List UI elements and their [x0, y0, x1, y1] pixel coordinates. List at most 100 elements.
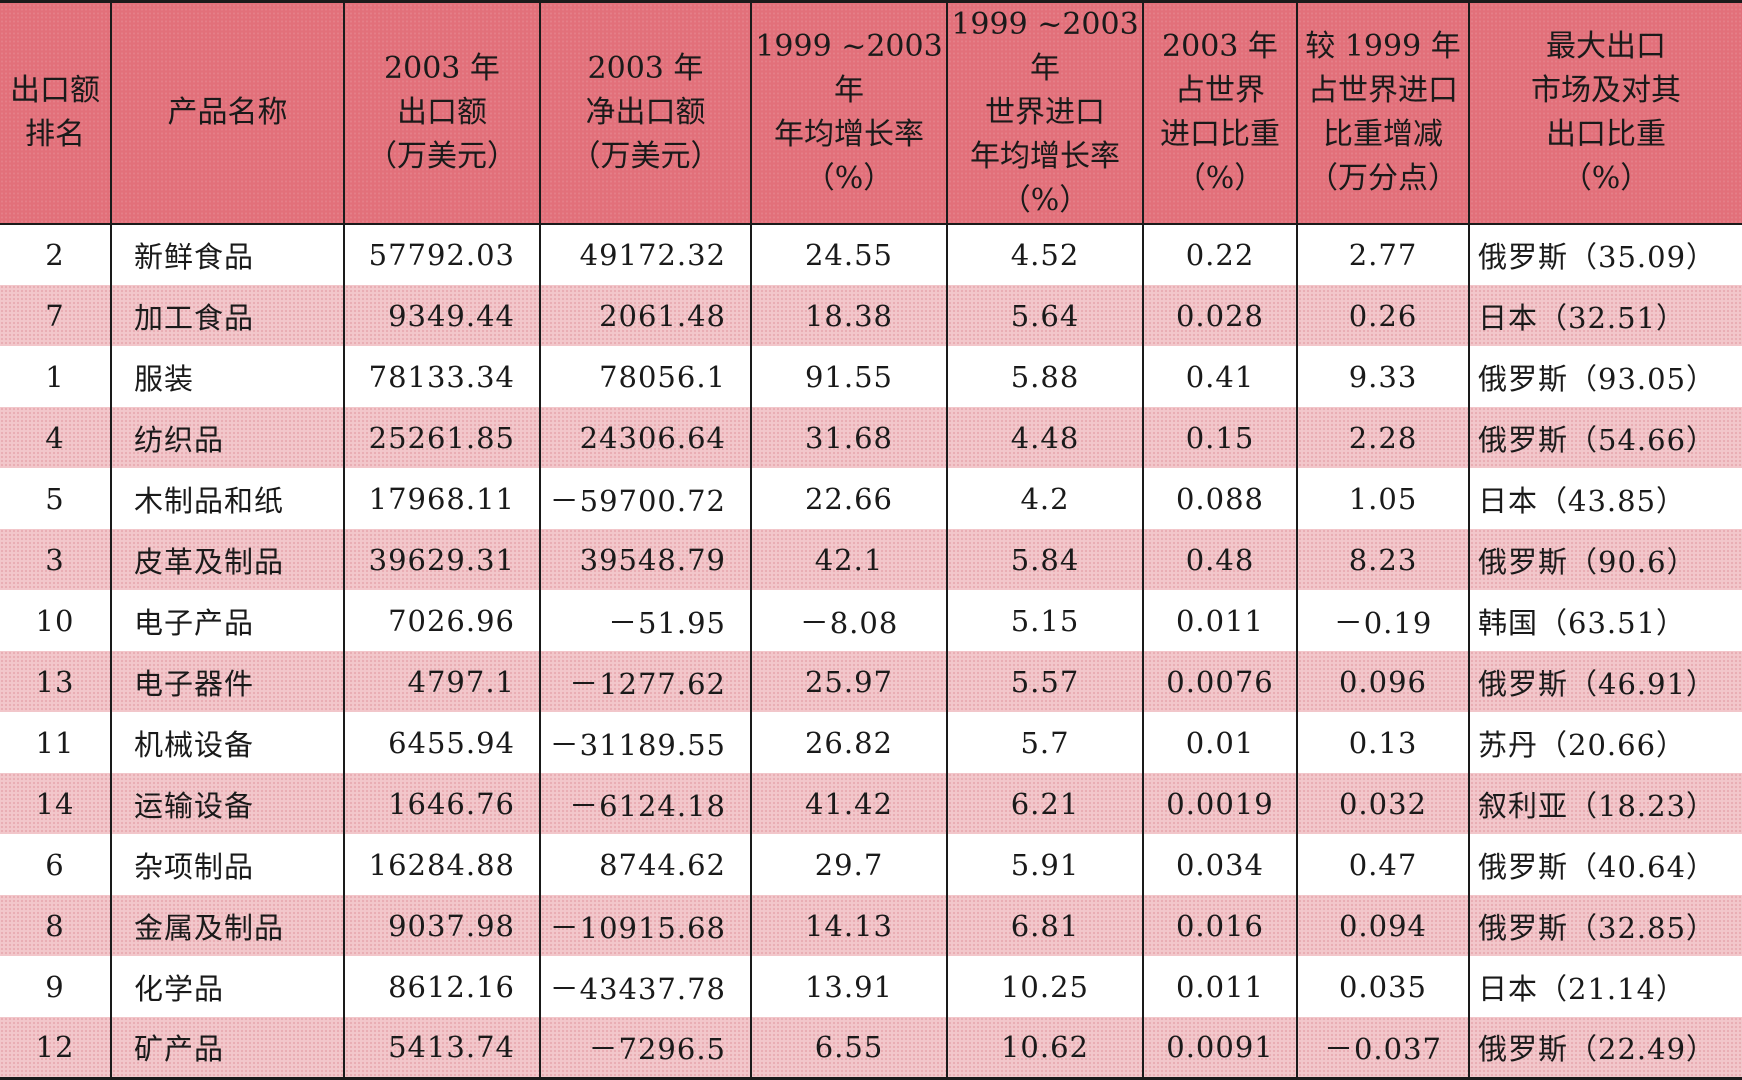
rank-cell: 4 — [0, 407, 111, 468]
top-market-cell: 苏丹（20.66） — [1468, 712, 1742, 773]
table-body: 2 新鲜食品 57792.03 49172.32 24.55 4.52 0.22 2.77 俄罗… — [0, 224, 1742, 1078]
net-export-cell: 39548.79 — [539, 529, 751, 590]
world-import-growth-cell: 5.84 — [946, 529, 1143, 590]
avg-growth-cell: 31.68 — [750, 407, 947, 468]
export-value-cell: 9037.98 — [343, 895, 540, 956]
avg-growth-cell: 41.42 — [750, 773, 947, 834]
table-row: 7 加工食品 9349.44 2061.48 18.38 5.64 0.028 0.26 日本（… — [0, 285, 1742, 346]
net-export-cell: 8744.62 — [539, 834, 751, 895]
net-export-cell: －59700.72 — [539, 468, 751, 529]
export-value-cell: 5413.74 — [343, 1017, 540, 1078]
net-export-cell: 24306.64 — [539, 407, 751, 468]
world-import-growth-cell: 6.81 — [946, 895, 1143, 956]
share-change-cell: 0.096 — [1296, 651, 1469, 712]
top-market-cell: 俄罗斯（90.6） — [1468, 529, 1742, 590]
top-market-cell: 俄罗斯（35.09） — [1468, 224, 1742, 285]
world-import-growth-cell: 5.91 — [946, 834, 1143, 895]
export-value-cell: 78133.34 — [343, 346, 540, 407]
table-row: 3 皮革及制品 39629.31 39548.79 42.1 5.84 0.48 8.23 俄罗… — [0, 529, 1742, 590]
table-row: 5 木制品和纸 17968.11 －59700.72 22.66 4.2 0.088 1.05… — [0, 468, 1742, 529]
product-name-cell: 服装 — [110, 346, 344, 407]
table-row: 11 机械设备 6455.94 －31189.55 26.82 5.7 0.01 0.13 苏丹… — [0, 712, 1742, 773]
world-import-growth-cell: 10.25 — [946, 956, 1143, 1017]
rank-cell: 10 — [35, 603, 75, 638]
product-name-cell: 化学品 — [110, 956, 344, 1017]
top-market-cell: 俄罗斯（40.64） — [1468, 834, 1742, 895]
export-value-cell: 4797.1 — [343, 651, 540, 712]
table-row: 14 运输设备 1646.76 －6124.18 41.42 6.21 0.0019 0.03… — [0, 773, 1742, 834]
top-market-cell: 日本（32.51） — [1468, 285, 1742, 346]
avg-growth-cell: 25.97 — [750, 651, 947, 712]
product-name-cell: 电子产品 — [110, 590, 344, 651]
share-change-cell: 0.13 — [1296, 712, 1469, 773]
share-change-cell: 8.23 — [1296, 529, 1469, 590]
top-market-cell: 韩国（63.51） — [1468, 590, 1742, 651]
export-value-cell: 39629.31 — [343, 529, 540, 590]
net-export-cell: 78056.1 — [539, 346, 751, 407]
top-market-cell: 俄罗斯（22.49） — [1468, 1017, 1742, 1078]
net-export-cell: －1277.62 — [539, 651, 751, 712]
share-change-cell: 0.094 — [1296, 895, 1469, 956]
world-import-growth-cell: 4.52 — [946, 224, 1143, 285]
export-value-cell: 57792.03 — [343, 224, 540, 285]
table-row: 10 电子产品 7026.96 －51.95 －8.08 5.15 0.011 －0.19 韩国… — [0, 590, 1742, 651]
avg-growth-cell: 13.91 — [750, 956, 947, 1017]
rank-cell: 12 — [0, 1017, 111, 1078]
table-row: 2 新鲜食品 57792.03 49172.32 24.55 4.52 0.22 2.77 俄罗… — [0, 224, 1742, 285]
share-change-cell: －0.037 — [1296, 1017, 1469, 1078]
world-share-cell: 0.011 — [1142, 590, 1297, 651]
net-export-cell: 49172.32 — [539, 224, 751, 285]
world-import-growth-cell: 5.64 — [946, 285, 1143, 346]
world-import-growth-cell: 6.21 — [946, 773, 1143, 834]
export-value-cell: 7026.96 — [343, 590, 540, 651]
avg-growth-cell: 24.55 — [750, 224, 947, 285]
avg-growth-cell: 26.82 — [750, 712, 947, 773]
header-export-value: 2003 年 出口额 （万美元） — [343, 1, 540, 224]
world-import-growth-cell: 4.48 — [946, 407, 1143, 468]
table-row: 13 电子器件 4797.1 －1277.62 25.97 5.57 0.0076 0.096… — [0, 651, 1742, 712]
avg-growth-cell: 22.66 — [750, 468, 947, 529]
table-row: 4 纺织品 25261.85 24306.64 31.68 4.48 0.15 2.28 俄罗斯… — [0, 407, 1742, 468]
top-market-cell: 叙利亚（18.23） — [1468, 773, 1742, 834]
world-import-growth-cell: 4.2 — [946, 468, 1143, 529]
export-value-cell: 9349.44 — [343, 285, 540, 346]
avg-growth-cell: 42.1 — [750, 529, 947, 590]
product-name-cell: 杂项制品 — [110, 834, 344, 895]
share-change-cell: 9.33 — [1296, 346, 1469, 407]
world-import-growth-cell: 10.62 — [946, 1017, 1143, 1078]
world-share-cell: 0.0019 — [1142, 773, 1297, 834]
world-share-cell: 0.011 — [1142, 956, 1297, 1017]
world-share-cell: 0.15 — [1142, 407, 1297, 468]
product-name-cell: 皮革及制品 — [110, 529, 344, 590]
world-share-cell: 0.034 — [1142, 834, 1297, 895]
rank-cell: 13 — [0, 651, 111, 712]
export-value-cell: 6455.94 — [343, 712, 540, 773]
top-market-cell: 俄罗斯（54.66） — [1468, 407, 1742, 468]
table-row: 1 服装 78133.34 78056.1 91.55 5.88 0.41 9.33 俄罗斯（9… — [0, 346, 1742, 407]
rank-cell: 2 — [45, 238, 65, 272]
header-product-name: 产品名称 — [110, 1, 344, 224]
world-share-cell: 0.028 — [1142, 285, 1297, 346]
net-export-cell: 2061.48 — [539, 285, 751, 346]
product-name-cell: 加工食品 — [110, 285, 344, 346]
share-change-cell: 0.032 — [1296, 773, 1469, 834]
rank-cell: 8 — [0, 895, 111, 956]
header-share-change: 较 1999 年 占世界进口 比重增减 （万分点） — [1296, 1, 1469, 224]
world-share-cell: 0.016 — [1142, 895, 1297, 956]
top-market-cell: 日本（21.14） — [1468, 956, 1742, 1017]
world-import-growth-cell: 5.57 — [946, 651, 1143, 712]
product-name-cell: 纺织品 — [110, 407, 344, 468]
rank-cell: 1 — [45, 359, 65, 394]
world-share-cell: 0.41 — [1142, 346, 1297, 407]
net-export-cell: －7296.5 — [539, 1017, 751, 1078]
share-change-cell: －0.19 — [1296, 590, 1469, 651]
export-value-cell: 8612.16 — [343, 956, 540, 1017]
export-value-cell: 1646.76 — [343, 773, 540, 834]
net-export-cell: －51.95 — [539, 590, 751, 651]
world-share-cell: 0.088 — [1142, 468, 1297, 529]
world-share-cell: 0.01 — [1142, 712, 1297, 773]
rank-cell: 5 — [45, 481, 65, 516]
export-value-cell: 16284.88 — [343, 834, 540, 895]
export-value-cell: 17968.11 — [343, 468, 540, 529]
world-share-cell: 0.0076 — [1142, 651, 1297, 712]
